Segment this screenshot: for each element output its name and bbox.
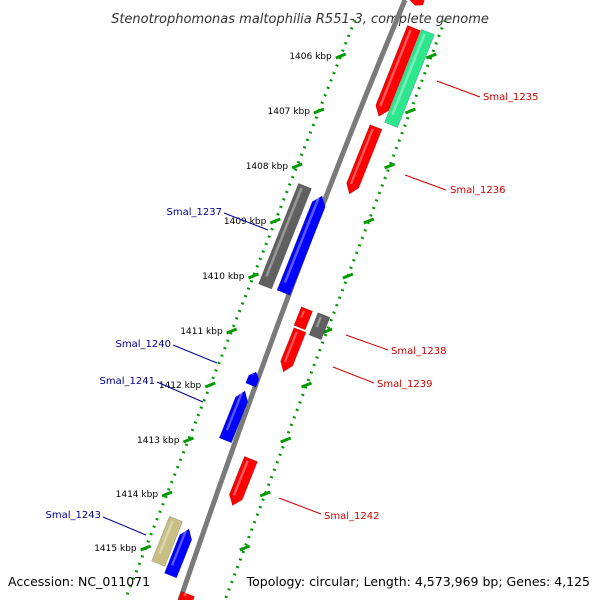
gene-feature-forward-highlight — [300, 310, 305, 318]
gene-feature-forward — [280, 327, 307, 373]
ruler-tick — [384, 162, 396, 170]
ruler-tick — [226, 327, 238, 335]
gene-feature-reverse-highlight — [283, 197, 320, 283]
gene-feature-reverse-highlight — [225, 392, 243, 431]
gene-feature-rna-highlight — [391, 33, 426, 116]
gene-feature-forward — [409, 0, 425, 6]
gene-label-leader — [172, 344, 218, 364]
gene-label-leader — [345, 334, 389, 351]
gene-feature-reverse — [218, 390, 249, 444]
gene-feature-forward — [228, 456, 258, 506]
gene-label: Smal_1243 — [46, 510, 101, 521]
ruler-tick — [300, 381, 313, 389]
gene-label: Smal_1238 — [391, 346, 446, 357]
gene-feature-forward — [177, 591, 195, 600]
ruler-labels: 1406 kbp 1407 kbp 1408 kbp 1409 kbp 1410 kbp… — [94, 52, 332, 554]
gene-labels: Smal_1235 Smal_1236 Smal_1237 Smal_1238 Smal… — [46, 92, 539, 522]
gene-label-leaders — [102, 80, 481, 536]
ruler-kbp-label: 1406 kbp — [289, 52, 332, 62]
ruler-tick — [313, 107, 325, 115]
gene-feature-forward — [293, 306, 313, 331]
gene-label: Smal_1240 — [116, 339, 171, 350]
ruler-tick — [269, 217, 281, 225]
gene-label: Smal_1239 — [377, 379, 432, 390]
gene-feature-forward-highlight — [349, 128, 374, 185]
gene-label: Smal_1237 — [167, 207, 222, 218]
ruler-tick — [425, 52, 437, 60]
ruler-tick — [140, 544, 152, 552]
gene-feature-reverse — [245, 371, 260, 388]
accession-label: Accession: NC_011071 — [8, 574, 150, 589]
gene-feature-other-highlight — [315, 316, 322, 328]
ruler-tick — [280, 436, 292, 444]
gene-feature-other-highlight — [265, 187, 303, 277]
gene-features — [151, 0, 435, 600]
ruler-tick — [247, 272, 260, 280]
gene-label-leader — [404, 174, 447, 191]
ruler-tick — [363, 217, 375, 225]
gene-label-leader — [436, 80, 481, 98]
ruler-kbp-label: 1410 kbp — [202, 272, 245, 282]
gene-feature-reverse — [276, 195, 326, 296]
gene-feature-forward — [346, 124, 383, 195]
ruler-tick — [259, 490, 271, 498]
gene-feature-other — [308, 312, 331, 341]
gene-label: Smal_1241 — [100, 376, 155, 387]
ruler-kbp-label: 1415 kbp — [94, 544, 137, 554]
ruler-kbp-label: 1411 kbp — [180, 327, 223, 337]
ruler-kbp-label: 1407 kbp — [268, 107, 311, 117]
gene-label-leader — [156, 381, 204, 403]
genome-summary-label: Topology: circular; Length: 4,573,969 bp… — [246, 574, 590, 589]
gene-feature-forward — [375, 25, 421, 117]
gene-feature-forward-highlight — [379, 29, 412, 107]
ruler-tick — [404, 107, 417, 115]
gene-label-leader — [223, 212, 269, 231]
gene-feature-pseudo — [151, 516, 183, 567]
gene-label-leader — [332, 366, 375, 384]
inner-ruler-track — [123, 19, 357, 600]
ruler-tick — [182, 436, 195, 444]
gene-feature-reverse-highlight — [170, 530, 187, 566]
gene-feature-rna — [384, 29, 435, 128]
gene-feature-reverse — [164, 528, 193, 579]
ruler-tick — [342, 272, 354, 280]
gene-label-leader — [278, 497, 322, 515]
genome-backbone — [177, 0, 408, 600]
ruler-kbp-label: 1414 kbp — [116, 490, 159, 500]
gene-feature-forward-highlight — [183, 592, 187, 597]
ruler-tick — [335, 52, 347, 60]
ruler-tick — [291, 162, 303, 170]
map-title: Stenotrophomonas maltophilia R551-3, com… — [111, 12, 489, 27]
gene-feature-forward-highlight — [232, 460, 249, 496]
gene-label-leader — [102, 516, 147, 536]
ruler-kbp-label: 1412 kbp — [159, 381, 202, 391]
ruler-kbp-label: 1408 kbp — [246, 162, 289, 172]
ruler-tick — [161, 490, 173, 498]
gene-feature-pseudo-highlight — [158, 520, 174, 554]
gene-label: Smal_1235 — [483, 92, 538, 103]
gene-feature-forward-highlight — [283, 331, 298, 363]
gene-feature-other — [258, 183, 312, 290]
ruler-tick — [239, 544, 251, 552]
ruler-kbp-label: 1413 kbp — [137, 436, 180, 446]
gene-label: Smal_1236 — [450, 185, 505, 196]
ruler-tick — [204, 381, 216, 389]
ruler-kbp-label: 1409 kbp — [224, 217, 267, 227]
gene-label: Smal_1242 — [324, 511, 379, 522]
